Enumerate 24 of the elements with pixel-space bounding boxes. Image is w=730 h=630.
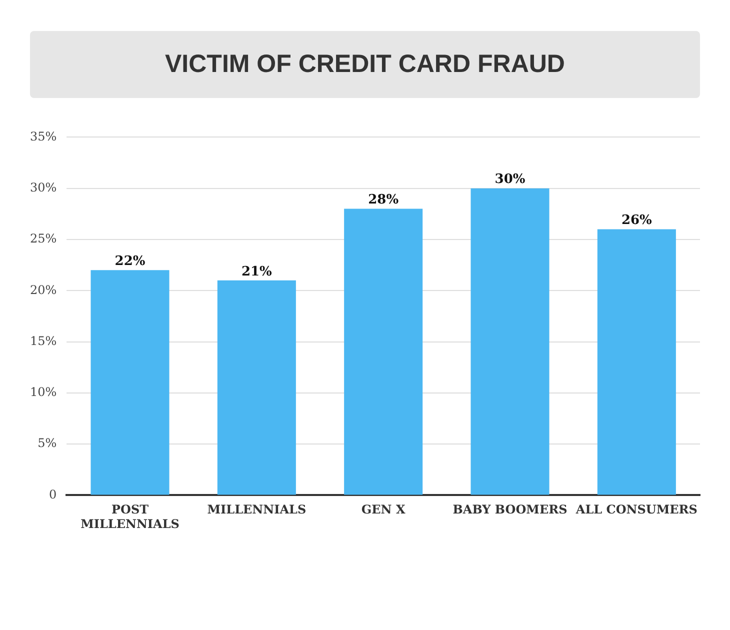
bar [90, 270, 170, 495]
bar [344, 208, 423, 495]
y-tick-label: 0 [49, 487, 57, 502]
y-tick-label: 10% [30, 385, 57, 400]
y-tick-label: 35% [30, 129, 57, 144]
data-label: 26% [621, 213, 653, 228]
y-tick-label: 30% [30, 180, 57, 194]
y-tick-label: 20% [30, 282, 57, 297]
x-tick-label: POST MILLENNIALS [80, 502, 180, 531]
bar [217, 280, 296, 495]
x-tick-label: GEN X [361, 502, 406, 517]
x-tick-label: ALL CONSUMERS [574, 502, 698, 517]
y-tick-label: 25% [30, 232, 57, 246]
x-tick-label: MILLENNIALS [207, 502, 306, 517]
chart-title: VICTIM OF CREDIT CARD FRAUD [30, 31, 700, 98]
y-tick-label: 5% [38, 436, 57, 450]
data-label: 22% [114, 254, 146, 270]
data-label: 21% [241, 264, 273, 280]
x-tick-label: BABY BOOMERS [452, 502, 568, 517]
bar [597, 229, 676, 495]
data-label: 30% [494, 172, 526, 188]
y-tick-label: 15% [30, 334, 57, 348]
data-label: 28% [368, 192, 400, 208]
bar [470, 188, 550, 495]
